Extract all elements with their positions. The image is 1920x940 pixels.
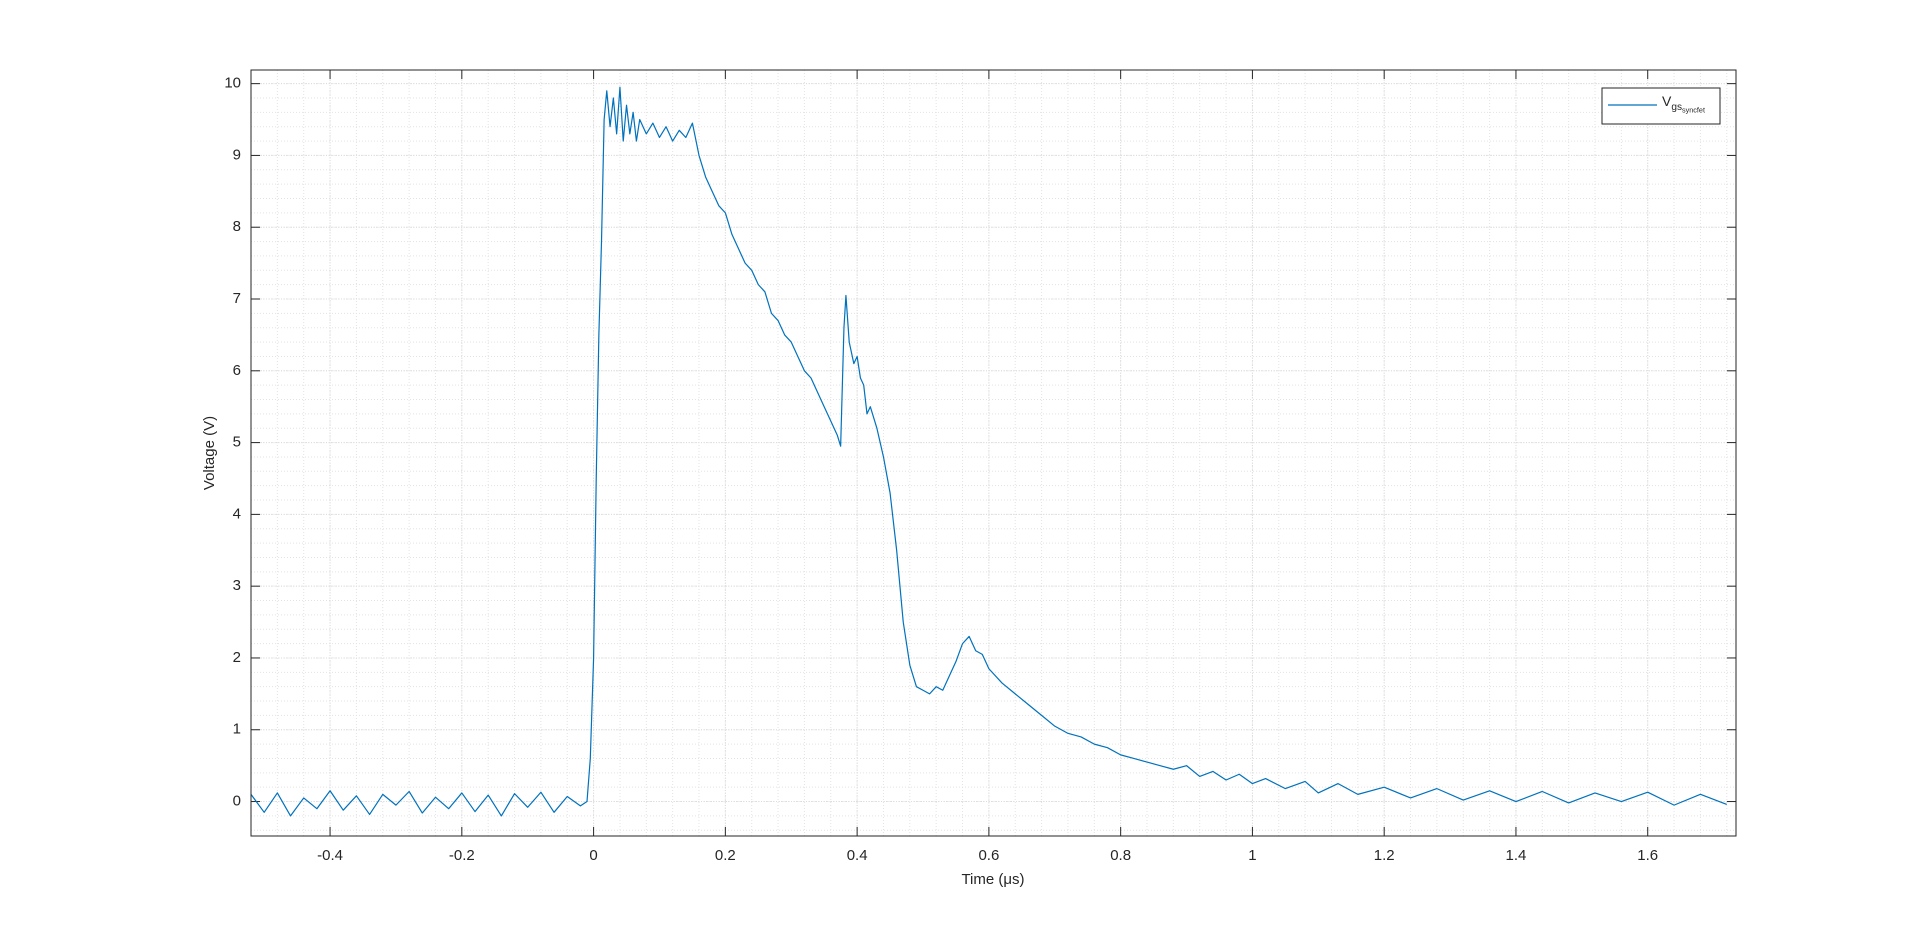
- y-tick-label: 2: [233, 649, 241, 666]
- x-tick-label: 0.6: [978, 847, 999, 864]
- y-tick-label: 7: [233, 290, 241, 307]
- legend-text-part: V: [1662, 93, 1672, 109]
- series-line: [250, 86, 1727, 817]
- y-tick-label: 4: [233, 505, 241, 522]
- x-tick-label: 1.2: [1374, 847, 1395, 864]
- y-tick-label: 3: [233, 577, 241, 594]
- y-tick-label: 0: [233, 793, 241, 810]
- x-tick-label: 0.2: [715, 847, 736, 864]
- x-tick-label: -0.2: [449, 847, 475, 864]
- y-tick-label: 10: [224, 75, 241, 92]
- y-tick-label: 9: [233, 146, 241, 163]
- y-tick-label: 1: [233, 721, 241, 738]
- y-tick-label: 8: [233, 218, 241, 235]
- x-tick-label: 0: [589, 847, 597, 864]
- x-tick-label: -0.4: [317, 847, 343, 864]
- y-axis-label: Voltage (V): [201, 416, 218, 490]
- legend-text-part: gs: [1671, 102, 1682, 113]
- y-tick-label: 5: [233, 434, 241, 451]
- x-tick-label: 1: [1248, 847, 1256, 864]
- legend-text-part: syncfet: [1682, 105, 1705, 114]
- y-tick-label: 6: [233, 362, 241, 379]
- plot-frame: [250, 69, 1737, 837]
- x-tick-label: 0.4: [847, 847, 868, 864]
- legend-box: [1601, 87, 1721, 125]
- x-tick-label: 0.8: [1110, 847, 1131, 864]
- x-tick-label: 1.4: [1506, 847, 1527, 864]
- x-tick-label: 1.6: [1637, 847, 1658, 864]
- x-axis-label: Time (μs): [961, 871, 1024, 888]
- legend-label: Vgssyncfet: [1662, 93, 1705, 115]
